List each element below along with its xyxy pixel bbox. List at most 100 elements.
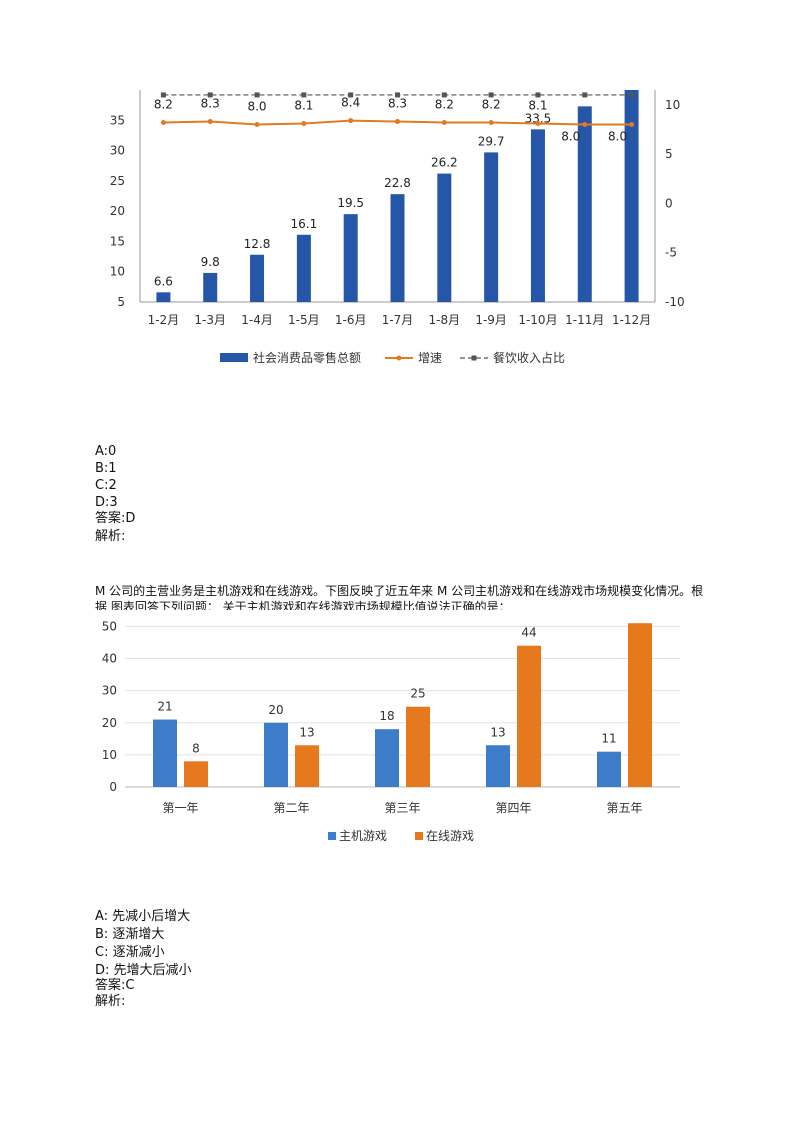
chart1-left-tick-label: 25 [110, 174, 125, 188]
chart1-growth-label: 8.0 [247, 100, 266, 114]
chart2-bar [486, 745, 510, 787]
chart1-bar-label: 29.7 [478, 134, 505, 148]
chart1-share-point [629, 92, 635, 98]
chart2-y-tick-label: 0 [109, 780, 117, 794]
chart1-growth-point [301, 121, 307, 127]
chart1-right-tick-label: 10 [665, 98, 680, 112]
chart2-bar [628, 623, 652, 787]
chart1-x-tick-label: 1-4月 [241, 313, 273, 327]
chart1-x-tick-label: 1-6月 [335, 313, 367, 327]
q1-option-a: A:0 [95, 444, 117, 459]
chart2-x-tick-label: 第四年 [495, 801, 531, 815]
chart2-y-tick-label: 50 [102, 619, 117, 633]
chart2-x-tick-label: 第二年 [273, 801, 309, 815]
chart1-x-tick-label: 1-10月 [518, 313, 557, 327]
chart1-x-tick-label: 1-11月 [565, 313, 604, 327]
chart1-x-tick-label: 1-12月 [612, 313, 651, 327]
chart2-bar [295, 745, 319, 787]
q2-option-b: B: 逐渐增大 [95, 927, 165, 942]
q1-option-b: B:1 [95, 461, 117, 476]
chart1-x-tick-label: 1-7月 [382, 313, 414, 327]
chart2-bar-label: 21 [157, 700, 172, 714]
q2-answer: 答案:C [95, 978, 135, 993]
retail-sales-chart-svg: 5 10 15 20 25 30 35 10 5 0 -5 -10 6.6 9.8 12.8 16.1 19.5… [95, 88, 705, 388]
chart1-bar [156, 292, 171, 302]
chart1-growth-point [582, 122, 588, 128]
chart2-y-tick-label: 30 [102, 684, 117, 698]
chart1-legend-dash-label: 餐饮收入占比 [493, 350, 565, 365]
chart1-x-tick-label: 1-3月 [194, 313, 226, 327]
chart2-y-tick-label: 20 [102, 716, 117, 730]
chart1-bar-label: 22.8 [384, 176, 411, 190]
chart1-bar-label: 19.5 [337, 196, 364, 210]
chart1-bar-label: 16.1 [291, 217, 318, 231]
chart2-bar [153, 719, 177, 787]
chart2-bar [184, 761, 208, 787]
chart1-bar [203, 272, 218, 302]
chart1-growth-point [395, 119, 400, 125]
chart1-bar [250, 254, 265, 302]
chart1-right-tick-label: -10 [665, 295, 685, 309]
chart1-growth-label: 8.0 [608, 130, 627, 144]
chart1-x-tick-label: 1-2月 [148, 313, 180, 327]
chart2-y-tick-label: 10 [102, 748, 117, 762]
chart2-bar-label: 11 [601, 732, 616, 746]
chart1-left-tick-label: 20 [110, 204, 125, 218]
chart1-bar [530, 129, 545, 302]
chart1-right-tick-label: 0 [665, 196, 673, 210]
chart1-left-tick-label: 30 [110, 144, 125, 158]
chart2-bar [597, 751, 621, 787]
chart2-x-tick-label: 第一年 [162, 801, 198, 815]
chart1-growth-point [629, 122, 635, 128]
q2-option-a: A: 先减小后增大 [95, 909, 191, 924]
chart2-bar-label: 13 [299, 725, 314, 739]
chart2-bar [375, 729, 399, 787]
chart1-x-tick-label: 1-9月 [475, 313, 507, 327]
chart1-growth-point [488, 120, 494, 126]
chart2-bar-label: 18 [379, 709, 394, 723]
chart1-share-point [160, 92, 166, 98]
chart1-growth-label: 8.1 [528, 99, 547, 113]
q1-answer: 答案:D [95, 511, 136, 526]
q2-option-c: C: 逐渐减小 [95, 945, 165, 960]
chart1-growth-label: 8.0 [561, 130, 580, 144]
game-market-chart: 0 10 20 30 40 50 21 8 第一年 20 13 第二年 18 25 第三年 13 44 第四年 11… [95, 610, 700, 850]
chart1-share-point [301, 92, 307, 98]
chart1-bar-label: 33.5 [525, 111, 552, 125]
chart1-bar-label: 9.8 [201, 255, 220, 269]
chart1-bar-label: 6.6 [154, 274, 173, 288]
chart2-bar-label: 13 [490, 725, 505, 739]
chart1-legend-dash-marker [471, 355, 477, 361]
q1-analysis: 解析: [95, 529, 126, 544]
chart1-share-point [207, 92, 213, 98]
chart1-bar [484, 152, 499, 302]
chart1-bar [624, 90, 639, 302]
chart1-share-point [488, 92, 494, 98]
chart1-share-point [395, 92, 400, 98]
chart2-bar [406, 706, 430, 787]
chart2-bar-label: 25 [410, 687, 425, 701]
chart2-legend-console-swatch [328, 832, 336, 840]
chart1-share-point [582, 92, 588, 98]
chart1-growth-point [160, 120, 166, 126]
chart1-growth-label: 8.2 [482, 98, 501, 112]
chart2-bar-label: 44 [521, 626, 536, 640]
chart2-legend-console-label: 主机游戏 [339, 829, 387, 843]
chart1-share-point [348, 92, 354, 98]
chart1-bar [390, 194, 405, 302]
chart1-legend-line-dot [396, 355, 402, 361]
chart2-y-tick-label: 40 [102, 652, 117, 666]
chart1-left-tick-label: 35 [110, 113, 125, 127]
chart1-x-tick-label: 1-8月 [429, 313, 461, 327]
chart1-legend-bar-label: 社会消费品零售总额 [253, 350, 361, 365]
chart1-bar [343, 214, 358, 302]
chart2-bar-label: 8 [192, 741, 200, 755]
chart2-x-tick-label: 第五年 [606, 801, 642, 815]
chart1-bar [437, 173, 452, 302]
chart1-left-tick-label: 5 [117, 295, 125, 309]
chart1-growth-point [535, 121, 541, 127]
chart1-bar [296, 234, 311, 302]
q2-stem-line1: M 公司的主营业务是主机游戏和在线游戏。下图反映了近五年来 M 公司主机游戏和在… [95, 584, 704, 598]
chart2-legend-online-swatch [415, 832, 423, 840]
chart1-share-point [535, 92, 541, 98]
